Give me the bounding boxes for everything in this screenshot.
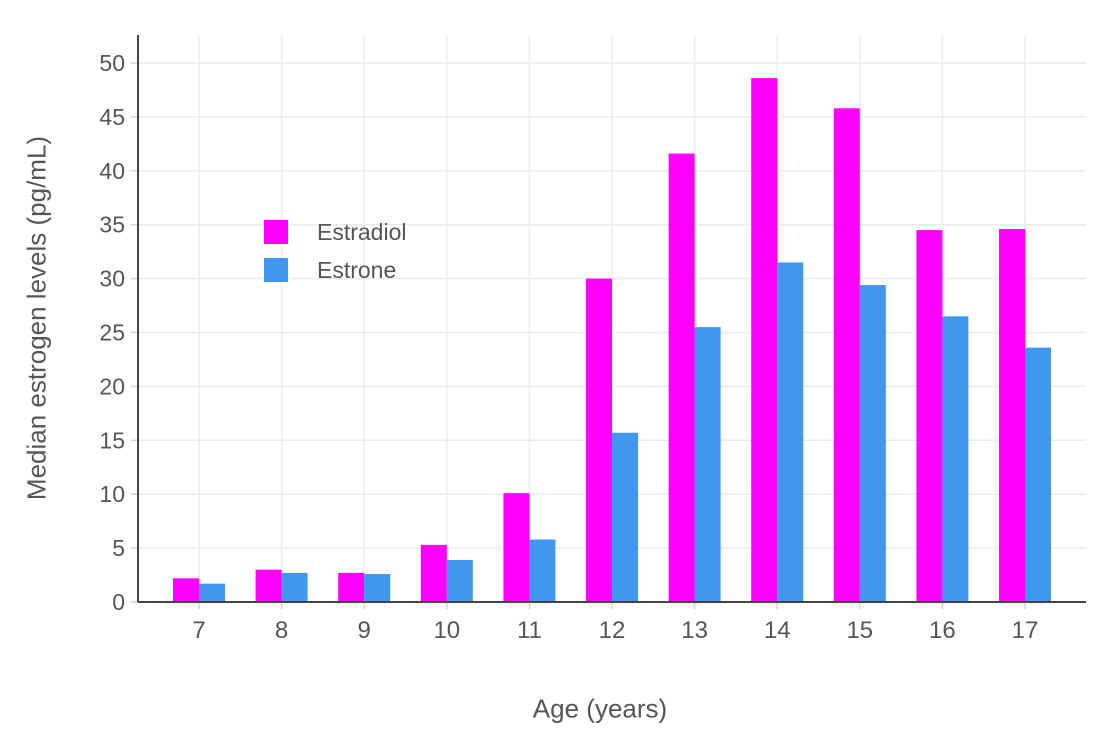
x-tick-label-17: 17	[1012, 617, 1039, 644]
x-tick-label-8: 8	[275, 617, 288, 644]
y-tick-label-30: 30	[99, 266, 125, 292]
y-tick-label-35: 35	[99, 212, 125, 238]
y-tick-label-40: 40	[99, 158, 125, 184]
y-tick-label-25: 25	[99, 320, 125, 346]
y-tick-label-10: 10	[99, 481, 125, 507]
bar-estrone-age-9	[364, 573, 391, 602]
bar-estrone-age-14	[777, 262, 804, 602]
y-tick-label-15: 15	[99, 427, 125, 453]
x-tick-label-14: 14	[764, 617, 791, 644]
legend-label-estrone: Estrone	[317, 256, 397, 283]
bar-estradiol-age-7	[173, 578, 199, 602]
bar-estradiol-age-12	[586, 278, 612, 602]
legend: Estradiol Estrone	[264, 213, 406, 289]
bar-estrone-age-16	[942, 316, 969, 602]
bar-estrone-age-7	[199, 583, 225, 602]
bar-estrone-age-8	[281, 572, 308, 602]
x-tick-label-7: 7	[192, 617, 205, 644]
x-tick-label-15: 15	[846, 617, 873, 644]
x-tick-label-10: 10	[433, 617, 460, 644]
bar-estradiol-age-9	[338, 572, 365, 602]
legend-label-estradiol: Estradiol	[317, 218, 407, 245]
bar-estrone-age-10	[446, 559, 473, 602]
bar-estrone-age-13	[694, 327, 721, 602]
bar-estrone-age-11	[529, 539, 556, 602]
x-tick-label-13: 13	[681, 617, 708, 644]
legend-item-estrone[interactable]: Estrone	[264, 251, 406, 289]
bar-estradiol-age-16	[916, 230, 943, 602]
estradiol-swatch	[264, 220, 288, 244]
bar-estradiol-age-15	[833, 108, 860, 602]
x-tick-label-12: 12	[599, 617, 626, 644]
y-tick-label-50: 50	[99, 50, 125, 76]
bar-estradiol-age-17	[999, 229, 1025, 602]
estrone-swatch	[264, 258, 288, 282]
bar-estradiol-age-10	[420, 544, 447, 602]
bar-estradiol-age-11	[503, 493, 530, 602]
y-tick-label-5: 5	[112, 535, 125, 561]
bar-estrone-age-15	[859, 285, 886, 602]
x-tick-label-11: 11	[517, 617, 542, 644]
y-tick-label-45: 45	[99, 104, 125, 130]
bar-estradiol-age-14	[751, 78, 778, 603]
bar-estrone-age-17	[1025, 347, 1051, 602]
x-tick-label-16: 16	[929, 617, 956, 644]
bar-estradiol-age-8	[255, 569, 282, 602]
bar-estrone-age-12	[612, 432, 638, 602]
y-tick-label-20: 20	[99, 373, 125, 399]
x-axis-title: Age (years)	[532, 693, 668, 724]
legend-item-estradiol[interactable]: Estradiol	[264, 213, 406, 251]
y-tick-label-0: 0	[112, 589, 125, 615]
bar-estradiol-age-13	[668, 153, 695, 602]
x-tick-label-9: 9	[358, 617, 371, 644]
y-axis-title: Median estrogen levels (pg/mL)	[21, 135, 52, 501]
